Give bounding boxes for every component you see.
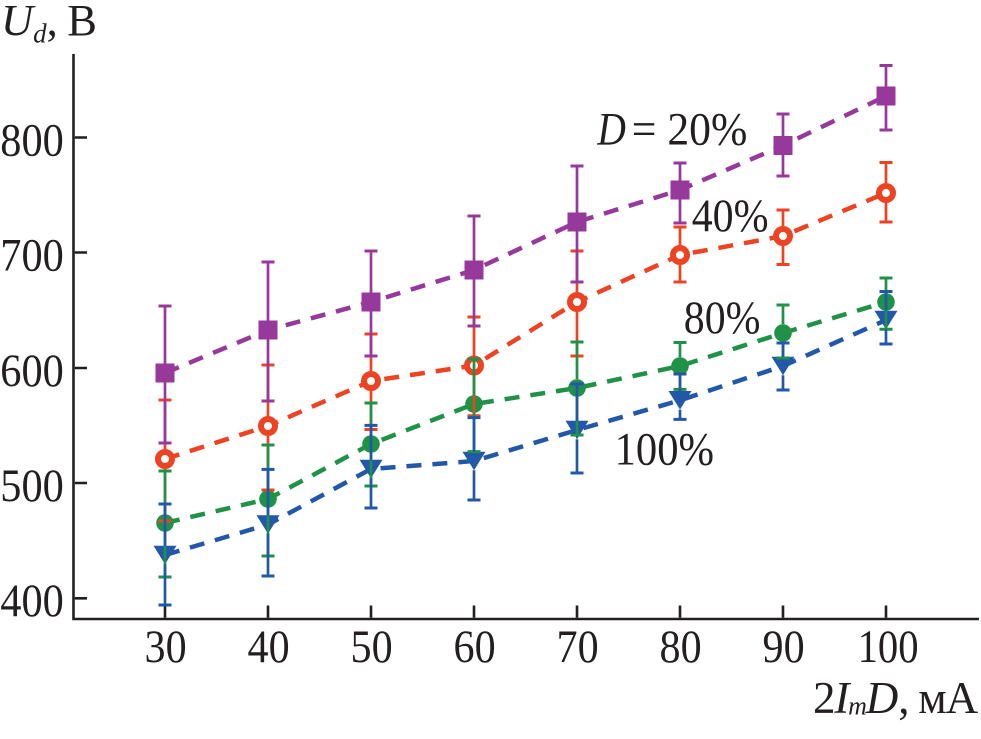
svg-text:100: 100: [858, 621, 919, 673]
svg-text:2ImD, мА: 2ImD, мА: [813, 673, 979, 723]
svg-text:30: 30: [145, 621, 187, 673]
svg-text:100%: 100%: [615, 423, 715, 475]
svg-text:800: 800: [0, 114, 64, 166]
svg-text:600: 600: [0, 345, 64, 397]
svg-text:80%: 80%: [684, 292, 761, 344]
svg-text:60: 60: [454, 621, 496, 673]
svg-text:40: 40: [248, 621, 290, 673]
svg-text:= 20%: = 20%: [632, 104, 748, 156]
svg-text:400: 400: [0, 575, 64, 627]
svg-text:D: D: [597, 104, 627, 156]
svg-text:70: 70: [557, 621, 599, 673]
svg-text:50: 50: [351, 621, 393, 673]
svg-text:80: 80: [660, 621, 702, 673]
svg-text:Ud, В: Ud, В: [1, 0, 96, 48]
svg-text:90: 90: [763, 621, 805, 673]
svg-text:500: 500: [0, 460, 64, 512]
svg-text:700: 700: [0, 229, 64, 281]
svg-text:40%: 40%: [692, 190, 769, 242]
